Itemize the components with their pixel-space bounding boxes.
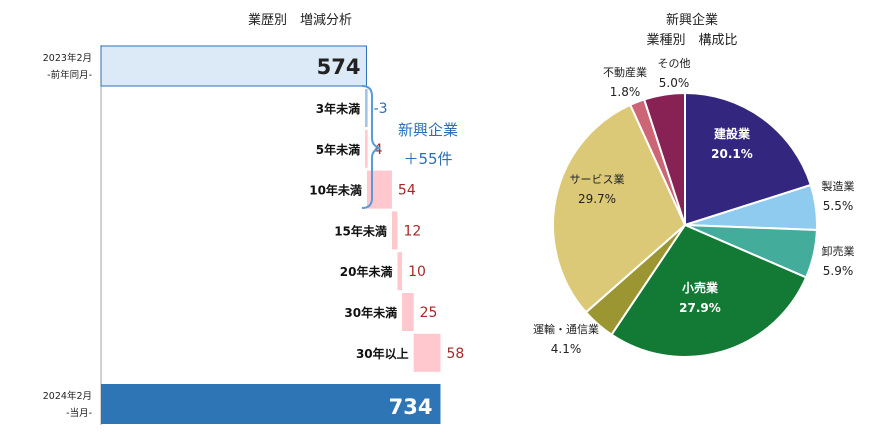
step-value-label: 58 [446,346,464,362]
end-bar [101,384,441,424]
pie-slice-percent: 4.1% [551,342,582,356]
step-bar [365,89,368,127]
start-label-line1: 2023年2月 [43,52,92,64]
annotation-line2: ＋55件 [403,150,452,168]
pie-title-line2: 業種別 構成比 [646,32,737,48]
start-bar [100,45,367,87]
waterfall-title: 業歴別 増減分析 [248,12,352,28]
step-bar [391,211,398,250]
step-category-label: 30年以上 [356,346,409,361]
end-label-line2: -当月- [66,407,92,419]
step-value-label: 4 [374,142,383,158]
waterfall-chart: 業歴別 増減分析 2023年2月 -前年同月- 574 3年未満 -3 5年未満 4 1… [43,12,464,425]
pie-slice-name: 運輸・通信業 [533,322,599,336]
pie-slice-name: 小売業 [682,280,719,295]
pie-slice-percent: 27.9% [679,301,721,315]
pie-slice-percent: 20.1% [711,147,753,161]
annotation-line1: 新興企業 [398,121,458,139]
step-value-label: -3 [374,101,388,117]
pie-slices [552,91,818,358]
step-category-label: 3年未満 [316,101,360,116]
group-brace [361,85,381,209]
pie-slice-percent: 5.9% [823,264,854,278]
step-category-label: 30年未満 [344,305,397,320]
pie-slice [552,103,687,314]
pie-slice [642,91,686,226]
step-category-label: 5年未満 [316,142,360,157]
waterfall-steps: 3年未満 -3 5年未満 4 10年未満 54 15年未満 12 20年未満 10 30年未満 25 3… [309,89,464,372]
pie-title-line1: 新興企業 [666,12,718,28]
pie-slice-percent: 29.7% [578,192,616,206]
end-value: 734 [389,395,433,419]
step-value-label: 25 [420,305,438,321]
end-label-line1: 2024年2月 [43,390,92,402]
start-value: 574 [317,55,361,79]
pie-labels: 建設業 20.1% 製造業 5.5% 卸売業 5.9% 小売業 27.9% 運輸・通信業 4.1%… [533,57,855,356]
step-category-label: 10年未満 [309,183,362,198]
step-value-label: 54 [398,183,416,199]
pie-slice-name: 建設業 [713,126,751,141]
start-label-line2: -前年同月- [47,69,92,81]
pie-chart: 新興企業 業種別 構成比 建設業 20.1% 製造業 5.5% 卸売業 5.9% 小売業 27… [533,12,855,358]
step-bar [413,333,441,372]
pie-slice-name: 不動産業 [603,65,647,79]
pie-slice-percent: 5.5% [823,199,854,213]
pie-slice [684,91,813,227]
step-value-label: 12 [403,223,421,239]
step-bar [402,293,414,331]
step-category-label: 15年未満 [334,223,387,238]
pie-slice-name: 製造業 [822,179,855,193]
pie-slice [610,223,808,358]
pie-slice-name: 卸売業 [822,244,855,258]
pie-slice-percent: 1.8% [610,85,641,99]
step-bar [397,252,403,291]
pie-slice-name: サービス業 [570,173,625,186]
step-category-label: 20年未満 [340,264,393,279]
pie-slice-name: その他 [658,57,691,70]
step-bar [365,129,368,168]
step-value-label: 10 [408,264,426,280]
pie-slice-percent: 5.0% [659,76,690,90]
